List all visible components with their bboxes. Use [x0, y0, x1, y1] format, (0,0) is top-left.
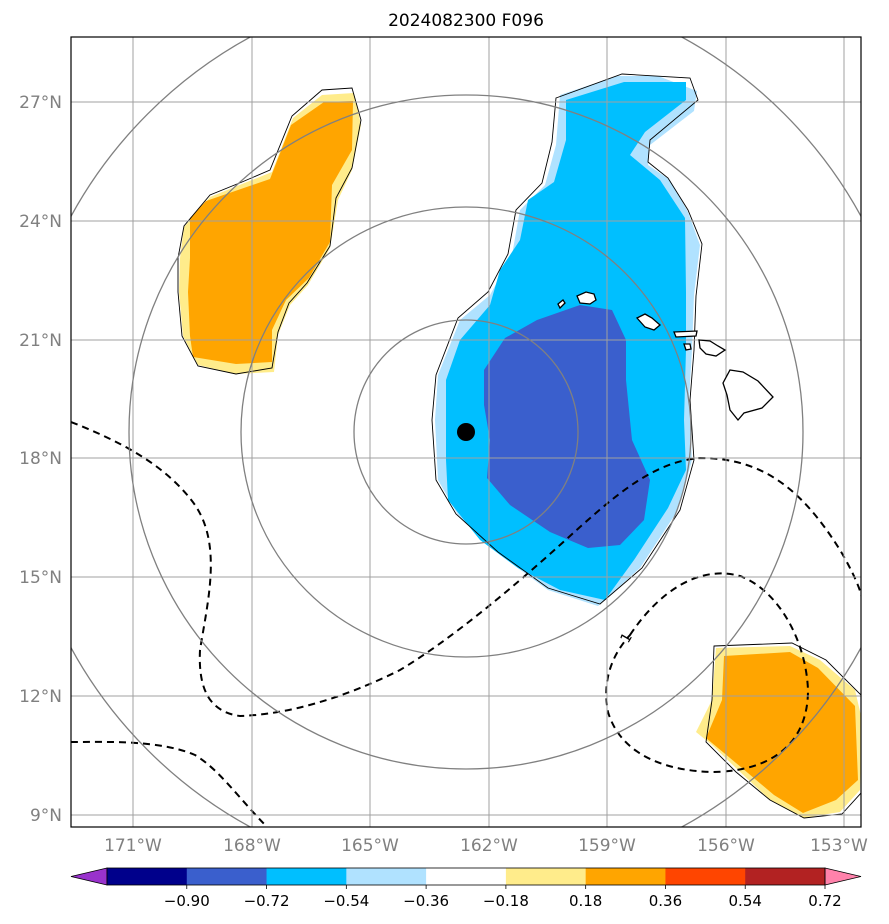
colorbar-extend-high	[824, 867, 862, 886]
colorbar: −0.90 −0.72 −0.54 −0.36 −0.18 0.18 0.36 0.54 0.7…	[70, 867, 889, 910]
island-maui	[698, 339, 727, 357]
colorbar-outline	[106, 867, 826, 886]
lon-label: 162°W	[460, 836, 518, 856]
colorbar-swatch	[665, 868, 746, 885]
colorbar-swatch	[585, 868, 666, 885]
colorbar-label: −0.72	[244, 892, 290, 910]
lon-label: 156°W	[697, 836, 755, 856]
lat-label: 18°N	[19, 449, 62, 469]
lat-label: 21°N	[19, 331, 62, 351]
island-kauai	[576, 291, 597, 305]
positive-anomaly-southeast	[696, 646, 861, 818]
colorbar-swatch	[186, 868, 268, 885]
longitude-labels: 171°W 168°W 165°W 162°W 159°W 156°W 153°…	[104, 836, 868, 856]
colorbar-label: −0.18	[483, 892, 529, 910]
contour-label: 1	[618, 630, 636, 646]
lon-label: 171°W	[104, 836, 162, 856]
colorbar-label: −0.54	[323, 892, 369, 910]
zero-contour-lines	[177, 73, 861, 819]
colorbar-swatch	[266, 868, 347, 885]
island-hawaii	[722, 369, 774, 422]
figure-title: 2024082300 F096	[388, 11, 544, 31]
colorbar-swatch	[107, 868, 188, 885]
colorbar-label: 0.18	[569, 892, 602, 910]
colorbar-label: 0.72	[808, 892, 841, 910]
map-gridlines	[71, 37, 861, 827]
lon-label: 153°W	[810, 836, 868, 856]
map-frame	[70, 36, 862, 828]
island-niihau	[557, 299, 566, 310]
dashed-contours	[71, 421, 861, 827]
positive-anomaly-northwest	[179, 93, 361, 374]
island-lanai	[683, 343, 692, 351]
lat-label: 15°N	[19, 568, 62, 588]
lat-label: 27°N	[19, 93, 62, 113]
colorbar-swatch	[346, 868, 427, 885]
hawaiian-islands	[557, 291, 774, 422]
lat-label: 9°N	[30, 806, 62, 826]
colorbar-label: 0.54	[729, 892, 762, 910]
island-oahu	[635, 313, 662, 331]
colorbar-label: −0.90	[164, 892, 210, 910]
colorbar-swatch	[505, 868, 587, 885]
lat-label: 24°N	[19, 212, 62, 232]
range-rings	[71, 37, 861, 827]
lon-label: 159°W	[578, 836, 636, 856]
lon-label: 168°W	[223, 836, 281, 856]
colorbar-label: −0.36	[403, 892, 449, 910]
island-molokai	[673, 330, 698, 338]
lat-label: 12°N	[19, 687, 62, 707]
colorbar-extend-low	[70, 867, 108, 886]
storm-center-marker	[457, 423, 475, 441]
latitude-labels: 27°N 24°N 21°N 18°N 15°N 12°N 9°N	[19, 93, 62, 826]
negative-anomaly-core	[484, 305, 650, 548]
colorbar-swatch	[745, 868, 826, 885]
colorbar-swatch	[426, 868, 507, 885]
lon-label: 165°W	[341, 836, 399, 856]
colorbar-label: 0.36	[649, 892, 682, 910]
